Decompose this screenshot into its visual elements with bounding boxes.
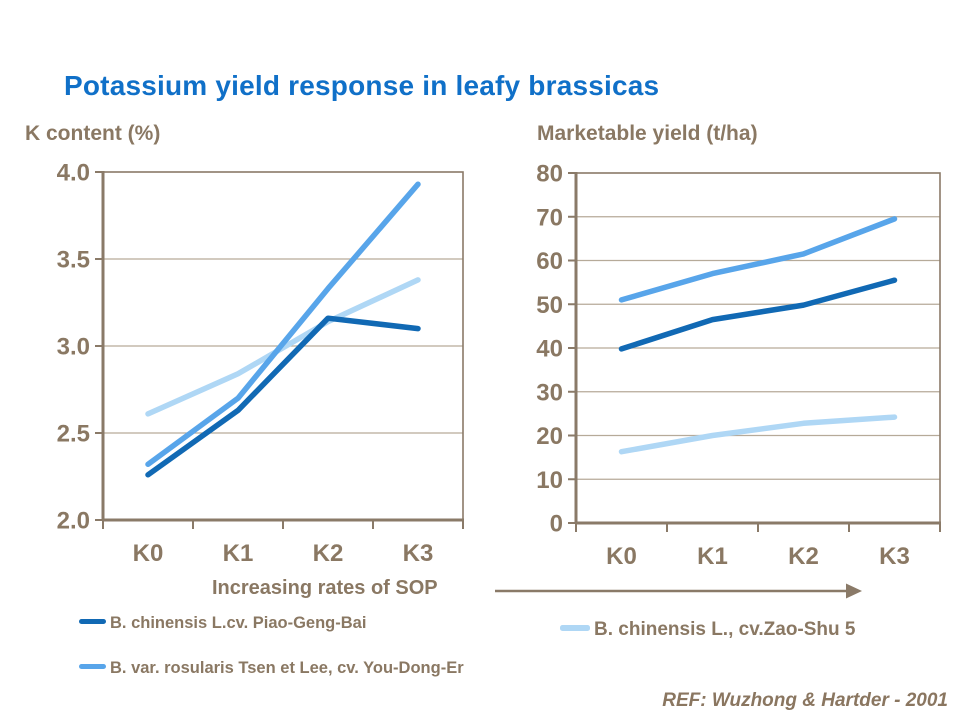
series-line-piao-geng-bai: [618, 277, 898, 352]
x-tick-label: K0: [606, 543, 637, 570]
legend-item-piao-geng-bai: B. chinensis L.cv. Piao-Geng-Bai: [79, 611, 366, 637]
y-tick-label: 40: [536, 336, 563, 363]
y-tick-label: 2.5: [57, 421, 90, 448]
legend-label: B. chinensis L.cv. Piao-Geng-Bai: [110, 614, 367, 632]
y-tick-label: 80: [536, 161, 563, 188]
x-tick-label: K0: [133, 540, 164, 567]
slide-title: Potassium yield response in leafy brassi…: [64, 70, 660, 101]
reference-citation: REF: Wuzhong & Hartder - 2001: [662, 690, 948, 711]
y-tick-label: 10: [536, 467, 563, 494]
x-tick-label: K2: [788, 543, 819, 570]
legend-line-swatch-medium-blue: [79, 664, 106, 669]
chart-marketable-yield: 0 10 20 30 40 50 60 70 80 K0 K1 K2 K3: [536, 161, 941, 570]
legend-item-you-dong-er: B. var. rosularis Tsen et Lee, cv. You-D…: [79, 656, 485, 682]
right-chart-title: Marketable yield (t/ha): [537, 122, 758, 145]
y-tick-label: 30: [536, 379, 563, 406]
y-tick-label: 3.5: [57, 247, 90, 274]
legend-label: B. var. rosularis Tsen et Lee, cv. You-D…: [110, 659, 464, 677]
x-tick-label: K2: [313, 540, 344, 567]
x-tick-label: K3: [403, 540, 434, 567]
y-tick-label: 20: [536, 423, 563, 450]
y-tick-label: 70: [536, 204, 563, 231]
y-tick-label: 2.0: [57, 508, 90, 535]
y-tick-label: 60: [536, 248, 563, 275]
legend-line-swatch-light-blue: [560, 625, 590, 631]
y-tick-label: 3.0: [57, 334, 90, 361]
sop-arrow: [495, 583, 862, 599]
legend-label: B. chinensis L., cv.Zao-Shu 5: [594, 619, 856, 640]
series-line-you-dong-er: [618, 216, 898, 303]
left-chart-title: K content (%): [25, 122, 161, 145]
series-line-piao-geng-bai: [145, 315, 421, 478]
x-tick-label: K1: [697, 543, 728, 570]
x-axis-shared-label: Increasing rates of SOP: [212, 577, 438, 599]
y-tick-label: 50: [536, 292, 563, 319]
legend-item-zao-shu-5: B. chinensis L., cv.Zao-Shu 5: [560, 615, 855, 644]
series-line-zao-shu-5: [618, 414, 898, 455]
legend-line-swatch-dark-blue: [79, 619, 106, 624]
x-tick-label: K3: [879, 543, 910, 570]
x-tick-label: K1: [223, 540, 254, 567]
arrow-head-icon: [846, 583, 862, 599]
series-line-you-dong-er: [145, 181, 421, 468]
y-tick-label: 0: [550, 511, 563, 538]
chart-k-content: 2.0 2.5 3.0 3.5 4.0 K0 K1 K2 K3: [57, 160, 464, 567]
y-tick-label: 4.0: [57, 160, 90, 187]
